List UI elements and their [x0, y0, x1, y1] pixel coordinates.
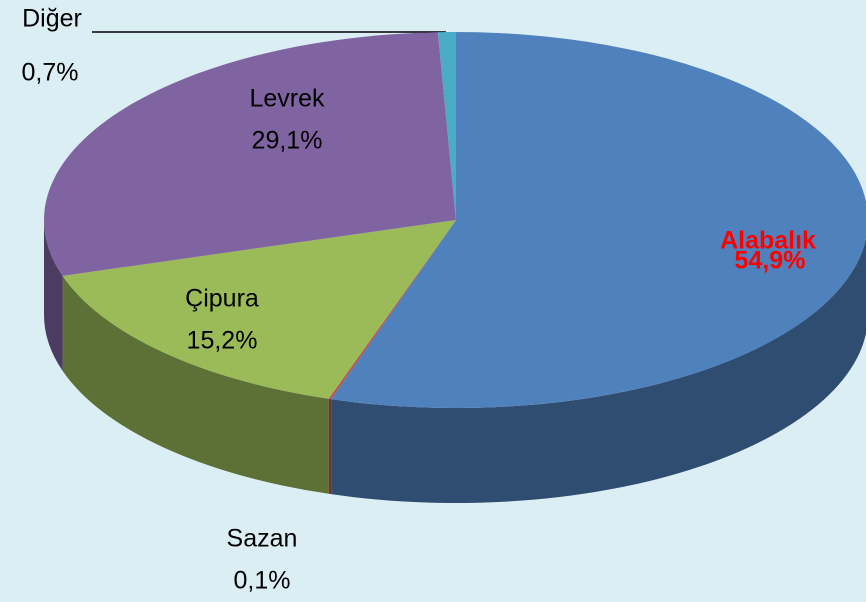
slice	[44, 32, 457, 276]
slice-side	[328, 398, 332, 495]
slice	[328, 220, 456, 400]
data-label-value: 15,2%	[187, 327, 258, 355]
data-label-value: 0,7%	[22, 59, 79, 87]
data-label-name: Alabalık	[720, 227, 816, 255]
data-label-value: 29,1%	[252, 127, 323, 155]
data-label-name: Çipura	[185, 285, 259, 313]
slice	[331, 32, 866, 408]
data-label-name: Diğer	[22, 5, 82, 33]
slice-side	[62, 275, 329, 494]
data-label-value: 54,9%	[735, 247, 806, 275]
slice-side	[331, 238, 866, 503]
slice	[437, 32, 456, 220]
slice-side	[44, 220, 63, 371]
data-label-value: 0,1%	[234, 567, 291, 595]
data-label-name: Levrek	[249, 85, 325, 113]
data-label-name: Sazan	[227, 525, 298, 553]
slice	[62, 220, 457, 399]
